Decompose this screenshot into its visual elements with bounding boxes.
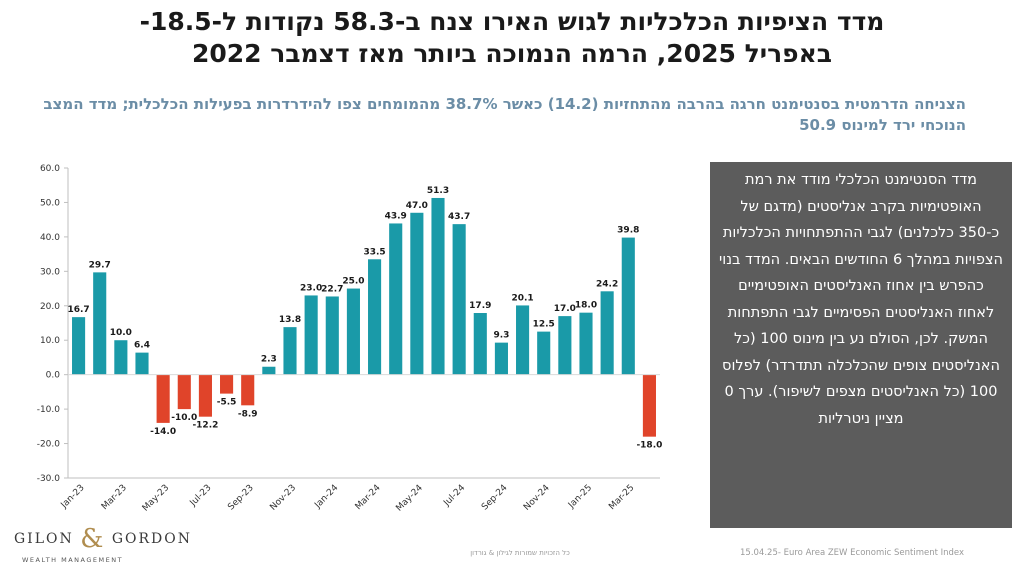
- bar-Jul-23: [198, 374, 212, 417]
- x-tick-label: Jul-23: [188, 483, 214, 509]
- bar-Oct-24: [516, 305, 530, 375]
- data-label-Jul-24: 43.7: [448, 212, 470, 222]
- bar-Sep-24: [494, 342, 508, 375]
- bar-Feb-25: [600, 291, 614, 375]
- footer-source: 15.04.25- Euro Area ZEW Economic Sentime…: [740, 548, 965, 558]
- bar-Apr-23: [135, 352, 149, 375]
- bar-Mar-25: [621, 237, 635, 375]
- bar-Mar-23: [114, 340, 128, 375]
- x-tick-label: Mar-24: [354, 483, 383, 512]
- y-tick-label: 30.0: [40, 267, 60, 277]
- logo-name-right: GORDON: [111, 531, 192, 547]
- y-tick-label: -30.0: [37, 474, 61, 484]
- chart-title-line: מדד הציפיות הכלכליות לגוש האירו צנח ב-58…: [139, 7, 885, 36]
- logo-wordmark: GILON & GORDON: [14, 524, 190, 554]
- data-label-May-24: 47.0: [406, 201, 428, 211]
- bar-Sep-23: [241, 374, 255, 406]
- bar-Feb-24: [346, 288, 360, 375]
- chart-subtitle: הצניחה הדרמטית בסנטימנט חרגה בהרבה מהתחז…: [43, 95, 966, 134]
- data-labels: 16.7 29.7 10.06.4 -14.0 -10.0-12.2 -5.5-8.9 2.…: [67, 186, 662, 451]
- x-tick-label: May-24: [394, 483, 425, 514]
- logo-name-left: GILON: [14, 531, 74, 547]
- x-tick-label: Jan-23: [59, 483, 87, 511]
- bar-May-24: [410, 212, 424, 375]
- x-tick-label: Jan-25: [566, 483, 594, 511]
- data-label-Dec-23: 23.0: [300, 283, 322, 293]
- x-tick-label: May-23: [141, 483, 172, 514]
- data-label-Mar-23: 10.0: [110, 328, 132, 338]
- y-tick-label: 20.0: [40, 302, 60, 312]
- x-tick-label: Mar-23: [100, 483, 129, 512]
- data-label-Feb-23: 29.7: [89, 260, 111, 270]
- data-label-Jun-24: 51.3: [427, 186, 449, 196]
- bar-Jun-24: [431, 197, 445, 375]
- data-label-Apr-23: 6.4: [134, 341, 150, 351]
- data-label-Jan-24: 22.7: [321, 284, 343, 294]
- logo-subtitle: WEALTH MANAGEMENT: [22, 556, 124, 564]
- bar-Mar-24: [368, 259, 382, 375]
- chart-title-line: באפריל 2025, הרמה הנמוכה ביותר מאז דצמבר…: [191, 39, 833, 68]
- bar-Jul-24: [452, 224, 466, 375]
- bar-Nov-23: [283, 327, 297, 375]
- x-tick-label: Mar-25: [607, 483, 636, 512]
- data-label-Oct-24: 20.1: [511, 293, 533, 303]
- data-label-Jan-23: 16.7: [67, 305, 89, 315]
- data-label-Mar-25: 39.8: [617, 226, 639, 236]
- company-logo: GILON & GORDON WEALTH MANAGEMENT: [14, 524, 190, 564]
- data-label-May-23: -14.0: [150, 427, 176, 437]
- data-label-Nov-24: 12.5: [533, 320, 555, 330]
- bar-May-23: [156, 374, 170, 423]
- data-label-Jan-25: 18.0: [575, 301, 597, 311]
- x-tick-label: Sep-24: [480, 483, 510, 513]
- x-tick-label: Jan-24: [312, 483, 340, 511]
- bar-Feb-23: [93, 272, 107, 375]
- x-tick-label: Jul-24: [441, 483, 467, 509]
- y-tick-label: -10.0: [37, 405, 61, 415]
- bar-Jan-24: [325, 296, 339, 375]
- x-tick-label: Sep-23: [226, 483, 255, 512]
- bar-Nov-24: [537, 331, 551, 375]
- x-tick-label: Nov-23: [268, 483, 298, 513]
- x-axis: Jan-23 Mar-23 May-23 Jul-23 Sep-23 Nov-23 Jan-…: [59, 374, 660, 514]
- info-box: מדד הסנטימנט הכלכלי מודד את רמת האופטימי…: [710, 162, 1012, 528]
- y-tick-label: 50.0: [40, 198, 60, 208]
- bar-Jan-25: [579, 312, 593, 375]
- bar-Apr-25: [642, 374, 656, 437]
- logo-ampersand: &: [80, 524, 106, 554]
- data-label-Oct-23: 2.3: [261, 355, 277, 365]
- y-tick-label: 60.0: [40, 164, 60, 174]
- bar-Jun-23: [177, 374, 191, 410]
- bar-Jan-23: [72, 317, 86, 375]
- data-label-Apr-24: 43.9: [385, 211, 407, 221]
- data-label-Mar-24: 33.5: [363, 247, 385, 257]
- data-label-Nov-23: 13.8: [279, 315, 301, 325]
- data-label-Sep-23: -8.9: [238, 409, 258, 419]
- data-label-Sep-24: 9.3: [493, 331, 509, 341]
- data-label-Jul-23: -12.2: [192, 421, 218, 431]
- x-tick-label: Nov-24: [522, 483, 552, 513]
- data-label-Aug-24: 17.9: [469, 301, 491, 311]
- y-tick-label: 0.0: [46, 371, 61, 381]
- footer-rights: כל הזכויות שמורות לגילון & גורדון: [470, 549, 570, 557]
- bar-Dec-23: [304, 295, 318, 375]
- bar-Apr-24: [389, 223, 403, 375]
- chart-title: מדד הציפיות הכלכליות לגוש האירו צנח ב-58…: [40, 6, 984, 70]
- bars: [72, 197, 656, 437]
- data-label-Feb-24: 25.0: [342, 277, 364, 287]
- data-label-Feb-25: 24.2: [596, 279, 618, 289]
- y-tick-label: 10.0: [40, 336, 60, 346]
- bar-Aug-24: [473, 313, 487, 375]
- data-label-Aug-23: -5.5: [217, 398, 237, 408]
- bar-Dec-24: [558, 316, 572, 375]
- y-tick-label: 40.0: [40, 233, 60, 243]
- data-label-Jun-23: -10.0: [171, 413, 197, 423]
- data-label-Dec-24: 17.0: [554, 304, 576, 314]
- bar-Aug-23: [220, 374, 234, 394]
- bar-chart: 60.0 50.0 40.0 30.0 20.0 10.0 0.0 -10.0 -20.0 -30…: [37, 164, 663, 514]
- bar-Oct-23: [262, 366, 276, 375]
- y-tick-label: -20.0: [37, 440, 61, 450]
- y-axis: 60.0 50.0 40.0 30.0 20.0 10.0 0.0 -10.0 -20.0 -30…: [37, 164, 69, 484]
- data-label-Apr-25: -18.0: [636, 441, 662, 451]
